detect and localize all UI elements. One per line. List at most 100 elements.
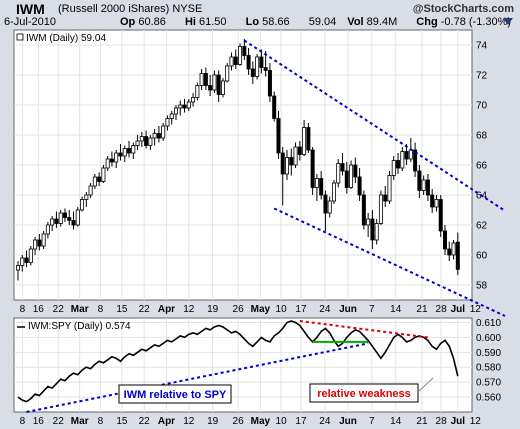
candle-body: [455, 241, 460, 270]
main-x-tick-label: May: [251, 304, 271, 315]
candle: [400, 147, 405, 171]
annotation-pointer: [417, 377, 434, 393]
main-x-tick-label: 12: [183, 304, 195, 315]
candle-body: [272, 95, 277, 119]
candle: [75, 207, 80, 227]
candle-body: [161, 125, 166, 139]
rs-y-tick-label: 0.600: [476, 333, 501, 344]
candle: [199, 69, 204, 90]
rs-x-tick-label: 15: [116, 416, 128, 427]
rs-x-tick-label: 17: [295, 416, 307, 427]
candle-body: [353, 164, 358, 178]
candle: [71, 211, 76, 230]
candle: [413, 142, 418, 177]
candle: [255, 54, 260, 80]
candle-body: [366, 218, 371, 226]
candle-body: [267, 70, 272, 97]
rs-x-tick-label: 10: [276, 416, 288, 427]
candle-body: [340, 163, 345, 172]
candle-body: [71, 220, 76, 226]
main-y-tick-label: 58: [476, 281, 488, 292]
rs-y-tick-label: 0.610: [476, 318, 501, 329]
candle-body: [413, 149, 418, 172]
candle: [246, 48, 251, 75]
candle-body: [280, 152, 285, 175]
chevron-down-icon[interactable]: [503, 18, 513, 25]
candle-body: [195, 85, 200, 98]
candle-body: [361, 194, 366, 226]
candle-body: [442, 230, 447, 250]
candle: [114, 150, 119, 168]
main-x-tick-label: Jun: [339, 304, 357, 315]
main-y-tick-label: 60: [476, 251, 488, 262]
candle: [212, 70, 217, 93]
rs-x-tick-label: Mar: [71, 416, 89, 427]
candle: [349, 160, 354, 189]
candle: [238, 43, 243, 66]
candle: [131, 142, 136, 159]
main-x-tick-label: Apr: [158, 304, 175, 315]
candle-body: [45, 224, 50, 235]
candle-body: [88, 185, 93, 196]
annotation-text: IWM relative to SPY: [124, 389, 227, 401]
candle-body: [400, 151, 405, 169]
rs-x-tick-label: Jul: [451, 416, 466, 427]
candle: [417, 165, 422, 198]
main-x-tick-label: 8: [20, 304, 26, 315]
candle-body: [349, 164, 354, 188]
candle: [391, 156, 396, 180]
candle: [259, 49, 264, 74]
candle: [58, 210, 63, 227]
main-chart-title: IWM (Daily) 59.04: [26, 33, 106, 44]
annotation-text: relative weakness: [317, 388, 411, 400]
candle: [451, 240, 456, 260]
candle: [122, 145, 127, 162]
candle-body: [447, 248, 452, 256]
rs-y-tick-label: 0.570: [476, 378, 501, 389]
candle: [314, 174, 319, 201]
candle: [396, 153, 401, 174]
candle: [156, 126, 161, 143]
annotation-relative-weakness: relative weakness: [309, 377, 434, 403]
candle: [310, 147, 315, 195]
candle-body: [127, 148, 132, 154]
candle-body: [276, 118, 281, 154]
candle: [285, 150, 290, 180]
candle-body: [425, 179, 430, 196]
candle: [208, 75, 213, 96]
candle: [148, 135, 153, 150]
candle: [289, 148, 294, 176]
main-y-tick-label: 66: [476, 161, 488, 172]
candle: [28, 246, 33, 266]
candle-body: [84, 194, 89, 200]
candle-body: [225, 65, 230, 82]
candle: [203, 67, 208, 90]
candle: [24, 250, 29, 267]
candle-body: [370, 218, 375, 241]
main-x-tick-label: 16: [33, 304, 45, 315]
candle: [182, 99, 187, 113]
lower-channel-line: [273, 207, 506, 317]
candle: [276, 111, 281, 159]
full-name: (Russell 2000 iShares): [58, 3, 170, 15]
rs-y-tick-label: 0.560: [476, 393, 501, 404]
candle-body: [404, 151, 409, 160]
candle: [383, 186, 388, 207]
candle-body: [37, 239, 42, 247]
candle-body: [15, 265, 20, 271]
candle-body: [434, 199, 439, 208]
candle-body: [421, 179, 426, 191]
candle: [425, 174, 430, 201]
candle-body: [297, 146, 302, 155]
candle: [144, 130, 149, 149]
main-x-tick-label: 19: [207, 304, 219, 315]
high-stat: Hi 61.50: [184, 16, 227, 28]
candle-body: [135, 140, 140, 146]
candle: [97, 172, 102, 186]
candle-body: [152, 133, 157, 139]
candle: [37, 234, 42, 251]
candle-body: [41, 233, 46, 247]
candle-body: [20, 257, 25, 266]
rs-x-tick-label: 21: [416, 416, 428, 427]
candle: [447, 241, 452, 261]
